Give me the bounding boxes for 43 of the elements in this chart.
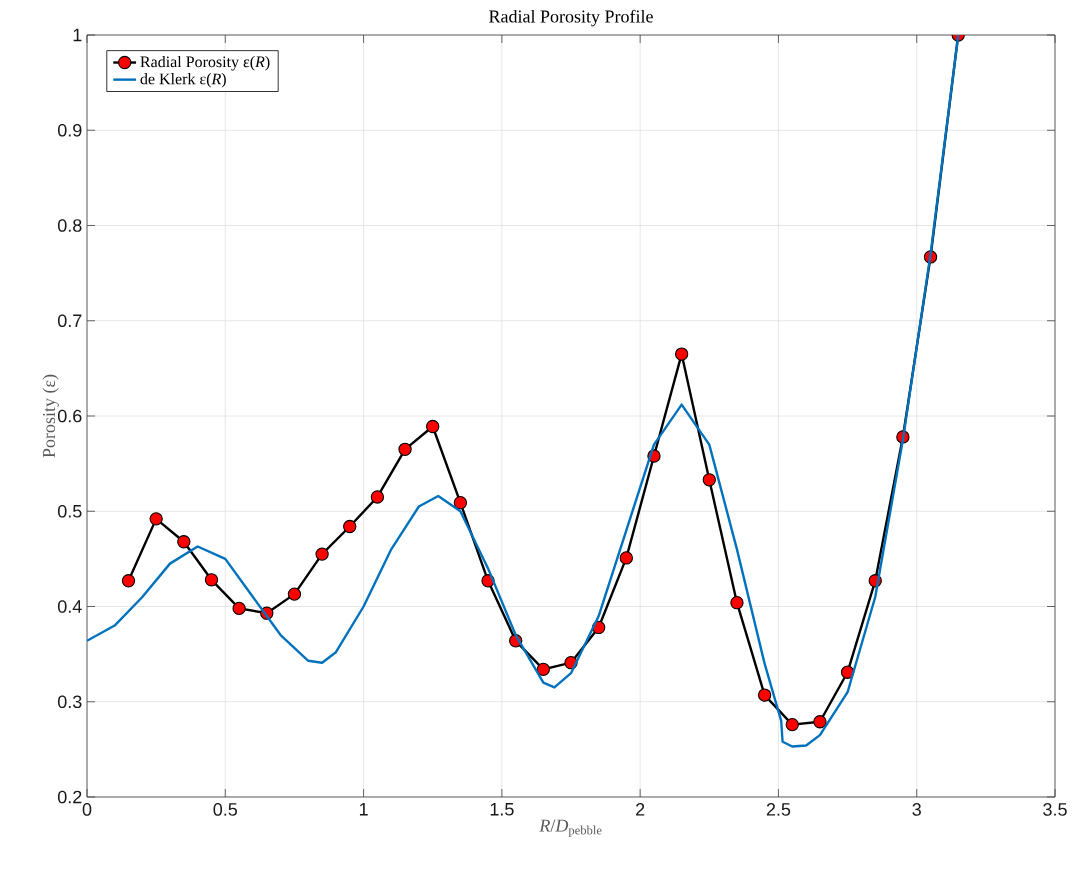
y-tick-label: 0.5 — [57, 504, 82, 518]
x-tick-label: 2 — [636, 803, 645, 816]
point — [674, 347, 689, 361]
point — [757, 688, 772, 702]
point — [315, 547, 329, 561]
point — [398, 442, 412, 457]
y-tick-label: 0.4 — [57, 600, 82, 613]
y-tick-label: 0.9 — [57, 123, 82, 137]
y-tick-label: 0.7 — [57, 314, 82, 328]
x-tick-label: 3 — [912, 803, 921, 816]
point — [785, 717, 799, 732]
chart-title: Radial Porosity Profile — [489, 9, 653, 27]
point — [177, 535, 191, 549]
x-tick-label: 1.5 — [490, 803, 514, 816]
x-tick-label: 1 — [359, 803, 368, 816]
x-axis-title: R/D$_{pebble}$ — [539, 819, 602, 838]
x-tick-label: 3.5 — [1043, 803, 1067, 816]
y-axis-title: Porosity (ε) — [42, 374, 59, 458]
x-tick-label: 2.5 — [766, 803, 791, 816]
y-tick-label: 1 — [73, 28, 82, 42]
point — [813, 715, 827, 729]
point — [121, 574, 136, 588]
point — [287, 587, 302, 601]
y-tick-label: 0.8 — [57, 219, 82, 232]
point — [343, 519, 357, 534]
point — [840, 665, 855, 679]
point — [204, 573, 219, 587]
point — [149, 512, 163, 526]
point — [536, 662, 551, 677]
point — [730, 596, 744, 610]
point — [426, 419, 440, 434]
point — [453, 496, 468, 510]
point — [619, 551, 633, 565]
x-tick-label: 0 — [82, 803, 92, 816]
x-tick-label: 0.5 — [213, 803, 238, 816]
y-tick-label: 0.6 — [57, 409, 82, 423]
y-tick-label: 0.3 — [57, 695, 82, 709]
point — [370, 490, 385, 504]
legend-label: de Klerk ε(R) — [140, 73, 226, 88]
y-tick-label: 0.2 — [57, 790, 82, 804]
point — [702, 473, 716, 487]
point — [232, 601, 246, 616]
legend-label: Radial Porosity ε(R) — [140, 55, 270, 71]
